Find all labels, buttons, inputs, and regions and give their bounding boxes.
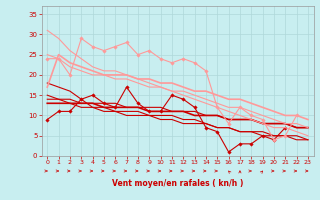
X-axis label: Vent moyen/en rafales ( kn/h ): Vent moyen/en rafales ( kn/h ) bbox=[112, 179, 243, 188]
